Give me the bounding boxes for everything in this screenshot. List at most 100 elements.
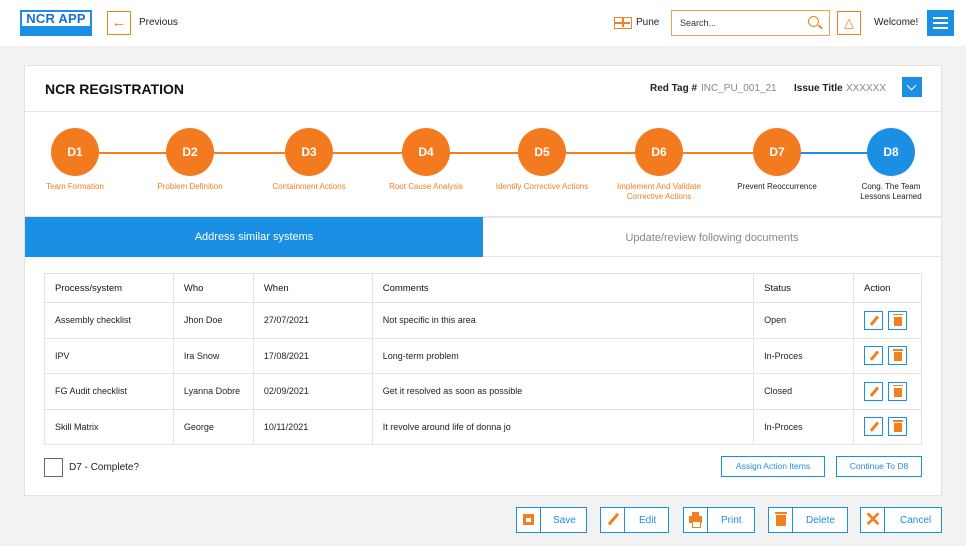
header-divider <box>25 111 941 112</box>
tab-address-similar-systems[interactable]: Address similar systems <box>25 217 483 257</box>
step-d7-circle[interactable]: D7 <box>753 128 801 176</box>
stepper-divider <box>25 216 941 217</box>
action-cell <box>853 408 922 445</box>
pencil-icon <box>869 421 879 432</box>
delete-row-button[interactable] <box>888 310 908 330</box>
delete-label: Delete <box>806 515 835 526</box>
step-d6-label: Implement And Validate Corrective Action… <box>617 182 701 201</box>
who-cell: George <box>172 408 254 445</box>
cancel-button[interactable]: ✕ Cancel <box>860 507 942 533</box>
pencil-icon <box>869 315 879 326</box>
red-tag-value: INC_PU_001_21 <box>701 83 777 94</box>
print-button[interactable]: Print <box>683 507 755 533</box>
hamburger-menu-icon[interactable] <box>927 10 954 36</box>
when-cell: 10/11/2021 <box>252 408 373 445</box>
comments-cell: Long-term problem <box>371 337 755 374</box>
trash-icon <box>893 313 904 326</box>
save-icon-box <box>517 508 541 532</box>
app-logo-text: NCR APP <box>26 11 86 26</box>
logo-bar <box>22 26 90 34</box>
status-cell: In-Proces <box>753 337 855 374</box>
search-icon[interactable] <box>808 16 819 27</box>
step-d4-circle[interactable]: D4 <box>402 128 450 176</box>
delete-button[interactable]: Delete <box>768 507 848 533</box>
printer-icon <box>689 512 702 528</box>
edit-row-button[interactable] <box>864 417 884 437</box>
cancel-icon-box: ✕ <box>861 508 885 532</box>
continue-to-d8-button[interactable]: Continue To D8 <box>836 456 922 477</box>
comments-cell: Not specific in this area <box>371 302 755 339</box>
step-d2-label: Problem Definition <box>157 182 223 191</box>
step-d3-label: Containment Actions <box>272 182 346 191</box>
comments-cell: It revolve around life of donna jo <box>371 408 755 445</box>
table-header-row: Process/system Who When Comments Status … <box>44 273 922 303</box>
welcome-text: Welcome! <box>874 17 919 28</box>
step-d6-circle[interactable]: D6 <box>635 128 683 176</box>
table-row: Assembly checklist Jhon Doe 27/07/2021 N… <box>44 302 922 339</box>
previous-label[interactable]: Previous <box>139 17 178 28</box>
edit-label: Edit <box>639 515 657 526</box>
pencil-icon <box>869 350 879 361</box>
trash-icon <box>893 384 904 397</box>
back-arrow-button[interactable]: ← <box>107 11 131 35</box>
save-button[interactable]: Save <box>516 507 587 533</box>
trash-icon <box>775 512 787 526</box>
step-d1-circle[interactable]: D1 <box>51 128 99 176</box>
column-header: When <box>252 273 373 303</box>
action-cell <box>853 373 922 410</box>
app-logo[interactable]: NCR APP <box>20 10 92 36</box>
delete-row-button[interactable] <box>888 381 908 401</box>
pencil-icon <box>869 386 879 397</box>
systems-table: Process/system Who When Comments Status … <box>44 273 922 445</box>
step-d4-label: Root Cause Analysis <box>389 182 463 191</box>
edit-row-button[interactable] <box>864 381 884 401</box>
table-row: Skill Matrix George 10/11/2021 It revolv… <box>44 408 922 445</box>
step-d3-circle[interactable]: D3 <box>285 128 333 176</box>
who-cell: Lyanna Dobre <box>172 373 254 410</box>
edit-button[interactable]: Edit <box>600 507 669 533</box>
who-cell: Jhon Doe <box>172 302 254 339</box>
print-label: Print <box>721 515 742 526</box>
assign-action-items-button[interactable]: Assign Action Items <box>721 456 825 477</box>
step-d2-circle[interactable]: D2 <box>166 128 214 176</box>
chevron-down-icon[interactable] <box>902 77 922 97</box>
stepper-line-pending <box>777 152 891 154</box>
when-cell: 27/07/2021 <box>252 302 373 339</box>
step-d5-circle[interactable]: D5 <box>518 128 566 176</box>
warning-icon[interactable]: △ <box>837 11 861 35</box>
action-cell <box>853 337 922 374</box>
action-cell <box>853 302 922 339</box>
top-bar: NCR APP ← Previous Pune △ Welcome! <box>0 0 966 46</box>
table-row: FG Audit checklist Lyanna Dobre 02/09/20… <box>44 373 922 410</box>
delete-icon-box <box>769 508 793 532</box>
floppy-disk-icon <box>523 514 534 525</box>
search-input[interactable] <box>680 16 800 30</box>
d7-complete-label: D7 - Complete? <box>69 462 140 473</box>
step-d7-label: Prevent Reoccurrence <box>737 182 817 191</box>
trash-icon <box>893 420 904 433</box>
issue-title-value: XXXXXX <box>846 83 887 94</box>
edit-icon-box <box>601 508 625 532</box>
status-cell: Closed <box>753 373 855 410</box>
status-cell: In-Proces <box>753 408 855 445</box>
column-header: Status <box>753 273 855 303</box>
delete-row-button[interactable] <box>888 417 908 437</box>
step-d1-label: Team Formation <box>46 182 104 191</box>
process-cell: Skill Matrix <box>44 408 174 445</box>
location-label: Pune <box>636 17 660 28</box>
red-tag-label: Red Tag # <box>650 83 698 94</box>
edit-row-button[interactable] <box>864 310 884 330</box>
edit-row-button[interactable] <box>864 346 884 366</box>
d7-complete-checkbox[interactable] <box>44 458 63 477</box>
print-icon-box <box>684 508 708 532</box>
step-d8-circle[interactable]: D8 <box>867 128 915 176</box>
delete-row-button[interactable] <box>888 346 908 366</box>
location-map-icon <box>614 17 632 29</box>
tab-update-review-documents[interactable]: Update/review following documents <box>483 217 941 257</box>
who-cell: Ira Snow <box>172 337 254 374</box>
issue-title-label: Issue Title <box>794 83 843 94</box>
search-box[interactable] <box>671 10 830 36</box>
comments-cell: Get it resolved as soon as possible <box>371 373 755 410</box>
close-icon: ✕ <box>864 509 882 531</box>
column-header: Process/system <box>44 273 174 303</box>
